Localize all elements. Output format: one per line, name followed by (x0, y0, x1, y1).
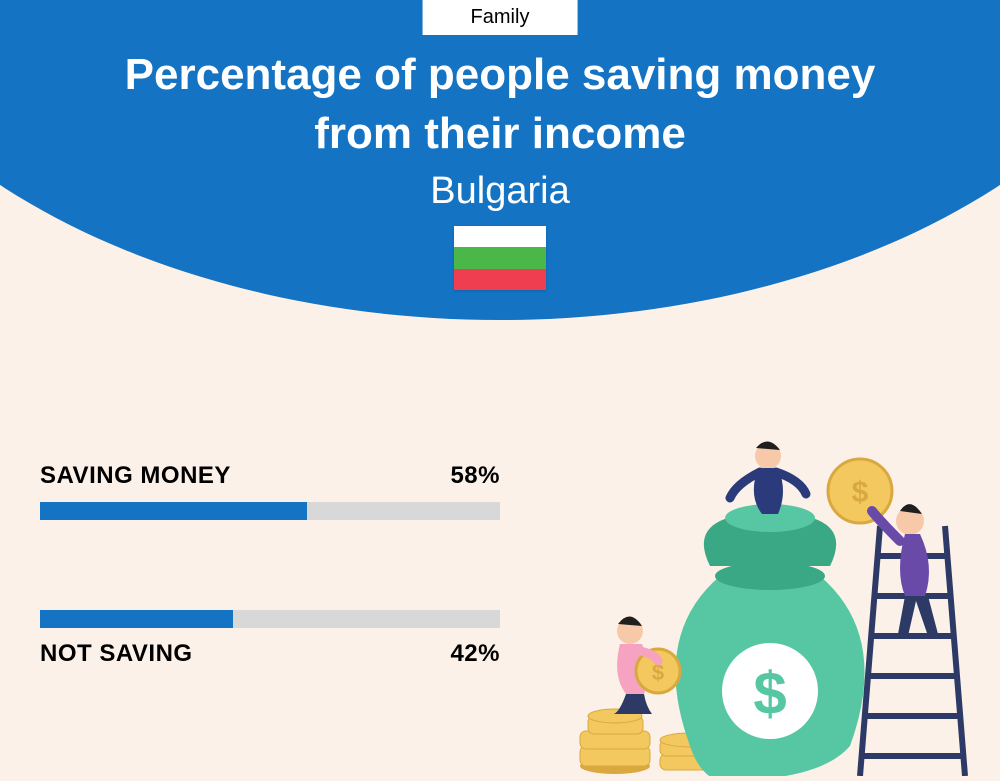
svg-text:$: $ (753, 660, 786, 727)
savings-illustration: $ $ (560, 436, 980, 776)
bar-labels-saving: SAVING MONEY 58% (40, 462, 500, 490)
bar-group-notsaving: NOT SAVING 42% (40, 610, 500, 668)
bar-value: 58% (450, 462, 500, 490)
bar-fill-notsaving (40, 610, 233, 628)
money-bag-icon: $ (675, 504, 864, 776)
flag-stripe-bottom (454, 269, 546, 290)
main-title-line2: from their income (0, 104, 1000, 163)
flag-stripe-top (454, 226, 546, 247)
svg-text:$: $ (852, 476, 869, 509)
savings-illustration-svg: $ $ (560, 436, 980, 776)
bar-label: NOT SAVING (40, 640, 193, 668)
bars-area: SAVING MONEY 58% NOT SAVING 42% (40, 462, 500, 668)
bar-value: 42% (450, 640, 500, 668)
bar-group-saving: SAVING MONEY 58% (40, 462, 500, 520)
person-sitting-icon: $ (614, 616, 680, 714)
coin-stack-icon (580, 709, 650, 774)
bar-label: SAVING MONEY (40, 462, 231, 490)
main-title-line1: Percentage of people saving money (0, 45, 1000, 104)
title-block: Percentage of people saving money from t… (0, 45, 1000, 213)
bar-labels-notsaving: NOT SAVING 42% (40, 640, 500, 668)
country-name: Bulgaria (0, 170, 1000, 213)
country-flag (454, 226, 546, 290)
bar-track (40, 502, 500, 520)
category-tab: Family (423, 0, 578, 35)
person-top-icon (730, 441, 806, 514)
flag-stripe-middle (454, 247, 546, 268)
category-label: Family (471, 6, 530, 28)
bar-track (40, 610, 500, 628)
bar-fill-saving (40, 502, 307, 520)
